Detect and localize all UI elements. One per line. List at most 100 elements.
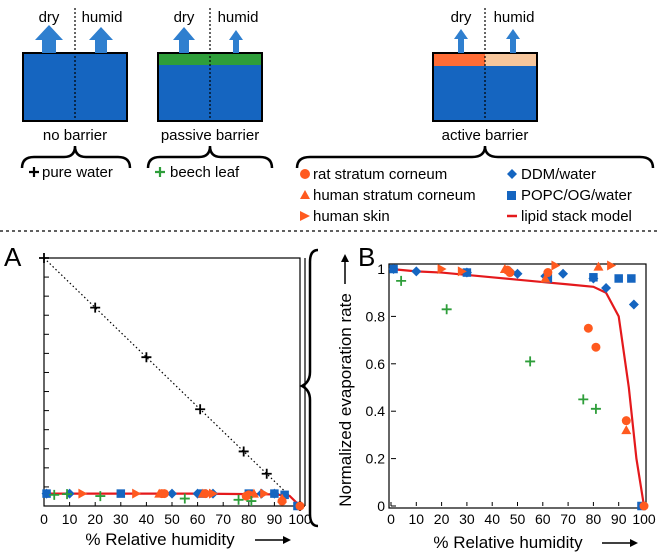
human-stratum-corneum-point [154, 488, 165, 498]
human-skin-point [132, 488, 142, 499]
popc-og-water-point [389, 264, 398, 274]
x-tick-label: 0 [387, 511, 395, 527]
panel-label: passive barrier [161, 127, 259, 144]
square-icon [507, 191, 516, 200]
svg-text:POPC/OG/water: POPC/OG/water [521, 187, 632, 204]
x-tick-label: 100 [632, 511, 656, 527]
panel-letter: A [4, 242, 22, 272]
chart-panel-b: B 00.20.40.60.81 0 10 20 30 40 50 60 70 80 90 100 … [336, 242, 656, 552]
x-tick-label: 30 [459, 511, 475, 527]
pure-water-point [39, 253, 49, 263]
svg-text:pure water: pure water [42, 164, 113, 181]
rat-stratum-corneum-point [591, 342, 601, 352]
popc-og-water-point [116, 489, 126, 498]
human-skin-point [457, 266, 467, 277]
brace-active-barrier [295, 145, 655, 169]
human-stratum-corneum-point [499, 264, 510, 273]
arrowhead-icon [341, 254, 349, 262]
pure-water-point [90, 302, 101, 313]
x-tick-label: 40 [484, 511, 500, 527]
human-skin-point [78, 488, 88, 499]
x-tick-label: 10 [409, 511, 425, 527]
humid-label: humid [494, 9, 535, 26]
chart-marks [388, 260, 649, 511]
legend-item-popc: POPC/OG/water [507, 187, 632, 204]
humid-arrow-icon [89, 27, 113, 53]
human-skin-point [551, 260, 561, 271]
chart-marks [39, 253, 305, 511]
x-axis-title: % Relative humidity [433, 533, 638, 552]
dry-lipid-layer [434, 54, 485, 66]
pure-water-point [238, 446, 249, 457]
rat-stratum-corneum-point [621, 416, 631, 426]
beech-leaf-point [62, 489, 73, 500]
legend-item-ddm: DDM/water [507, 166, 596, 183]
svg-text:DDM/water: DDM/water [521, 166, 596, 183]
schematic-active-barrier: dry humid active barrier [432, 8, 538, 144]
diamond-icon [507, 169, 517, 179]
svg-text:lipid stack model: lipid stack model [521, 208, 632, 225]
x-tick-label: 50 [510, 511, 526, 527]
dry-arrow-icon [454, 29, 468, 53]
x-tick-label: 20 [434, 511, 450, 527]
x-tick-label: 80 [586, 511, 602, 527]
rat-stratum-corneum-point [241, 491, 251, 501]
human-stratum-corneum-point [277, 493, 288, 503]
panel-letter: B [358, 242, 375, 272]
human-stratum-corneum-point [248, 488, 259, 498]
beech-leaf-point [590, 403, 601, 414]
dry-label: dry [451, 9, 472, 26]
panel-label: no barrier [43, 127, 107, 144]
beech-leaf-point [525, 356, 536, 367]
y-tick-label: 0.8 [366, 308, 386, 324]
ddm-water-point [601, 282, 612, 293]
x-tick-label: 20 [87, 511, 103, 527]
x-tick-label: 60 [190, 511, 206, 527]
humid-label: humid [218, 9, 259, 26]
human-stratum-corneum-point [621, 425, 632, 435]
chart-panel-a: A 0 10 20 30 40 50 60 70 80 90 100 % Relative humi… [4, 242, 312, 549]
dry-arrow-icon [35, 25, 63, 53]
beech-leaf-point [179, 493, 190, 504]
humid-arrow-icon [229, 30, 243, 53]
human-skin-point [208, 488, 218, 499]
pure-water-point [261, 468, 272, 479]
legend-item-rat-stratum-corneum: rat stratum corneum [300, 166, 447, 183]
beech-leaf-point [396, 275, 407, 286]
legend-item-human-skin: human skin [300, 208, 390, 225]
y-tick-labels: 0 0.2 0.4 0.6 0.8 1 [366, 261, 396, 514]
schematic-no-barrier: dry humid no barrier [22, 8, 128, 144]
x-tick-label: 50 [164, 511, 180, 527]
x-tick-labels: 0 10 20 30 40 50 60 70 80 90 100 [40, 502, 312, 527]
beech-leaf-point [95, 491, 106, 502]
rat-stratum-corneum-point [639, 501, 649, 511]
dry-label: dry [174, 9, 195, 26]
human-skin-point [260, 488, 270, 499]
ddm-water-point [558, 268, 569, 279]
schematic-passive-barrier: dry humid passive barrier [157, 8, 263, 144]
ddm-water-point [628, 299, 639, 310]
y-tick-label: 0.4 [366, 403, 386, 419]
pure-water-point [195, 404, 206, 415]
beech-leaf-point [233, 494, 244, 505]
y-axis-title: Normalized evaporation rate [336, 254, 355, 507]
pure-water-trend-line [43, 257, 301, 507]
beech-leaf-point [49, 489, 60, 500]
brace-no-barrier [20, 145, 132, 169]
x-tick-label: 90 [267, 511, 283, 527]
ddm-water-point [411, 266, 422, 277]
y-tick-label: 1 [377, 261, 385, 277]
popc-og-water-point [42, 489, 51, 498]
brace-passive-barrier [146, 145, 274, 169]
beech-leaf-point [578, 394, 589, 405]
human-skin-point [607, 260, 617, 271]
plus-icon [29, 167, 39, 177]
plus-icon [155, 167, 165, 177]
x-tick-label: 30 [113, 511, 129, 527]
x-axis-label: % Relative humidity [85, 530, 235, 549]
x-tick-label: 70 [215, 511, 231, 527]
leaf-barrier-layer [159, 54, 261, 65]
human-skin-point [437, 264, 447, 274]
legend-item-human-stratum-corneum: human stratum corneum [300, 187, 476, 204]
x-axis-title: % Relative humidity [85, 530, 291, 549]
